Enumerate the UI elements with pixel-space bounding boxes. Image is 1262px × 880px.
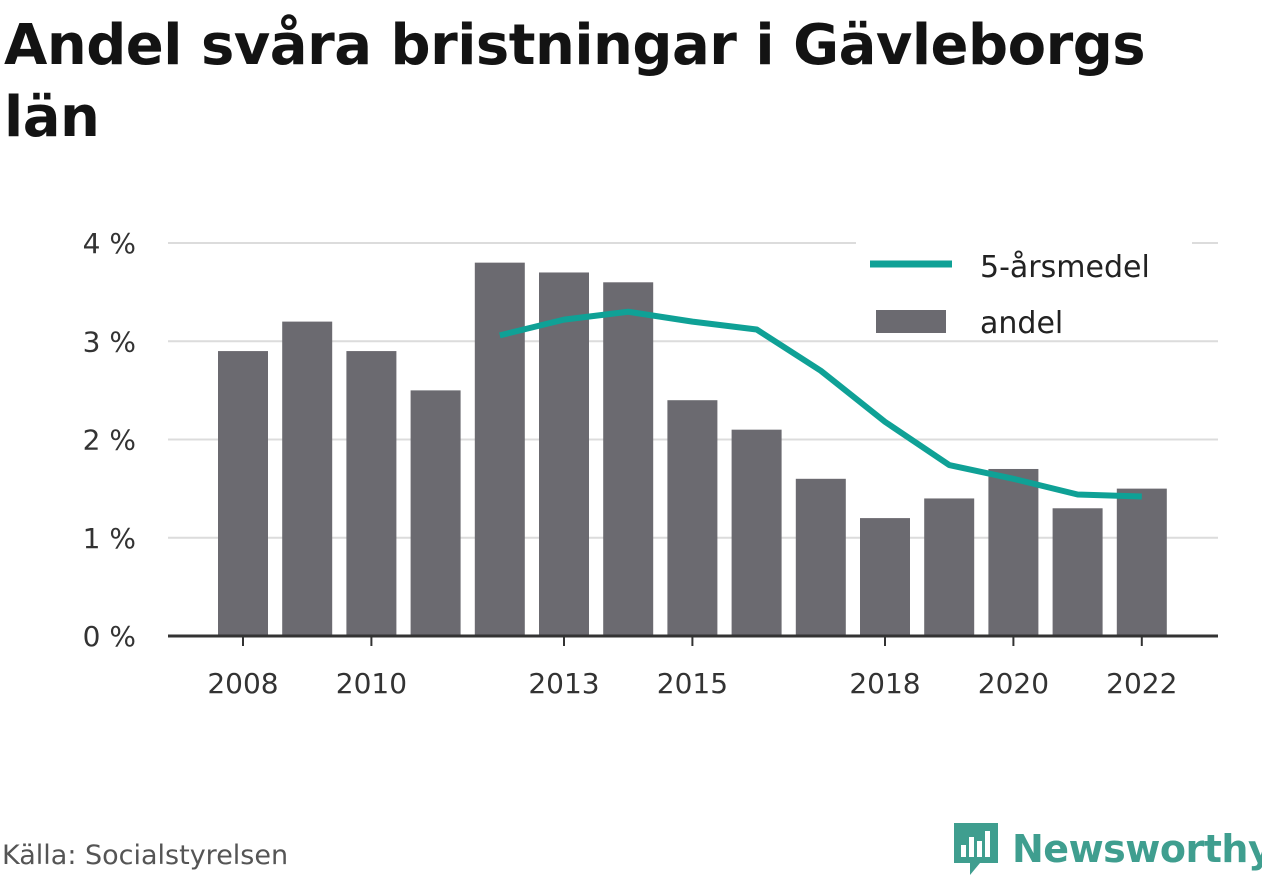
y-tick-label: 0 % [83,620,136,653]
legend-swatch-bar [876,310,946,333]
bar [539,272,589,636]
bar [474,262,525,636]
bar [731,429,782,636]
bar [860,518,910,636]
bar [1052,508,1103,636]
bar [988,468,1039,636]
y-tick-label: 2 % [83,424,136,457]
newsworthy-logo-icon [954,823,998,875]
bar [282,321,333,636]
x-tick-label: 2018 [849,667,920,700]
source-note: Källa: Socialstyrelsen [2,840,289,871]
bar-series-andel [218,262,1167,636]
legend-label: andel [980,306,1063,341]
bar [218,351,268,636]
bar [410,390,461,636]
bar [667,400,718,636]
bar [795,478,846,636]
bar [346,351,397,636]
chart-title: Andel svåra bristningar i Gävleborgs län [4,13,1146,150]
bar [924,498,975,636]
x-tick-label: 2015 [657,667,728,700]
bar [1116,488,1167,636]
x-tick-label: 2008 [207,667,278,700]
brand-name: Newsworthy [1012,827,1262,871]
series-line [499,308,1142,500]
x-tick-label: 2010 [336,667,407,700]
y-tick-label: 1 % [83,522,136,555]
x-tick-label: 2013 [528,667,599,700]
line-series-5-arsmedel [499,308,1142,500]
legend-label: 5-årsmedel [980,250,1150,285]
x-tick-label: 2020 [978,667,1049,700]
axes: 0 % 1 % 2 % 3 % 4 % 2008 2010 2013 2015 2018 2020 2… [83,227,1218,700]
y-tick-label: 4 % [83,227,136,260]
legend: 5-årsmedel andel [856,236,1192,341]
y-tick-label: 3 % [83,325,136,358]
newsworthy-logo: Newsworthy [950,818,1262,880]
x-tick-label: 2022 [1106,667,1177,700]
bar [603,282,654,636]
